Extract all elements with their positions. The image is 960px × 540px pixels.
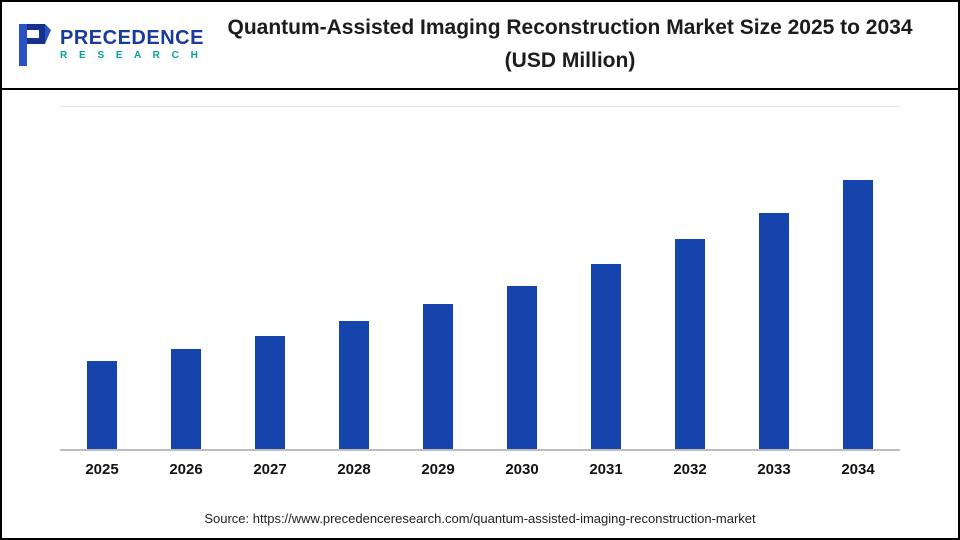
bar-2026	[171, 349, 201, 449]
x-axis-label-2027: 2027	[253, 461, 287, 478]
bar-2031	[591, 264, 621, 449]
bar-2028	[339, 321, 369, 449]
x-axis-label-2025: 2025	[85, 461, 119, 478]
logo-secondary-text: R E S E A R C H	[60, 50, 203, 62]
bar-2029	[423, 304, 453, 449]
precedence-research-logo: PRECEDENCE R E S E A R C H	[16, 22, 203, 68]
bar-column-2032	[648, 107, 732, 449]
logo-text: PRECEDENCE R E S E A R C H	[60, 28, 204, 62]
x-axis-label-2026: 2026	[169, 461, 203, 478]
bar-column-2027	[228, 107, 312, 449]
bar-2025	[87, 361, 117, 449]
x-axis-labels: 2025 2026 2027 2028 2029 2030 2031 2032 2033 2034	[60, 461, 900, 478]
header: PRECEDENCE R E S E A R C H Quantum-Assis…	[2, 2, 958, 90]
logo-primary-text: PRECEDENCE	[60, 27, 204, 50]
bar-column-2030	[480, 107, 564, 449]
bar-2030	[507, 285, 537, 449]
x-axis-label-2033: 2033	[757, 461, 791, 478]
bar-2027	[255, 335, 285, 449]
bar-column-2025	[60, 107, 144, 449]
precedence-logo-icon	[19, 24, 51, 66]
x-axis-label-2030: 2030	[505, 461, 539, 478]
footer: Source: https://www.precedenceresearch.c…	[2, 494, 958, 538]
x-axis-label-2031: 2031	[589, 461, 623, 478]
bar-column-2026	[144, 107, 228, 449]
bar-column-2028	[312, 107, 396, 449]
bar-column-2034	[816, 107, 900, 449]
bar-2034	[843, 180, 873, 449]
bar-column-2029	[396, 107, 480, 449]
x-axis-label-2034: 2034	[841, 461, 875, 478]
bar-2033	[759, 212, 789, 449]
source-text: Source: https://www.precedenceresearch.c…	[204, 511, 756, 526]
x-axis-label-2032: 2032	[673, 461, 707, 478]
bar-2032	[675, 238, 705, 449]
bar-column-2031	[564, 107, 648, 449]
bars-container	[60, 106, 900, 451]
page-title: Quantum-Assisted Imaging Reconstruction …	[227, 16, 913, 72]
x-axis-label-2028: 2028	[337, 461, 371, 478]
x-axis-label-2029: 2029	[421, 461, 455, 478]
bar-column-2033	[732, 107, 816, 449]
plot-area: 2025 2026 2027 2028 2029 2030 2031 2032 2033 2034	[2, 90, 958, 494]
